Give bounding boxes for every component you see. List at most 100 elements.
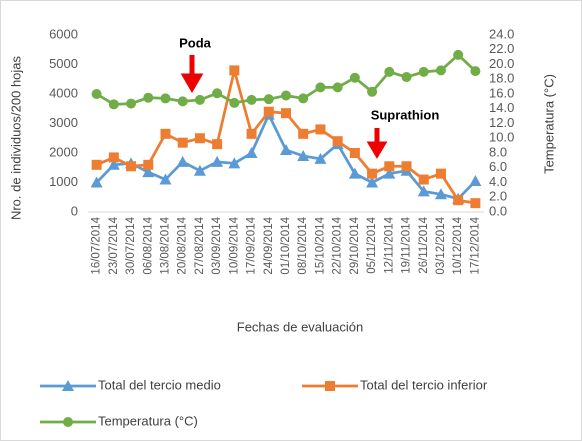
y2-tick-label: 2.0: [489, 189, 507, 204]
point: [177, 137, 188, 148]
point: [90, 176, 103, 188]
x-tick-label: 29/10/2014: [349, 216, 361, 274]
x-tick-label: 30/07/2014: [125, 216, 137, 274]
x-tick-label: 08/10/2014: [297, 216, 309, 274]
point: [383, 167, 396, 179]
y2-tick-label: 10.0: [489, 130, 514, 145]
point: [367, 86, 378, 97]
y-tick-label: 5000: [49, 56, 78, 71]
x-tick-label: 05/11/2014: [366, 216, 378, 273]
annotation-arrow: [366, 128, 388, 159]
point: [348, 167, 361, 179]
point: [142, 166, 155, 178]
y-axis-title: Nro. de individuos/200 hojas: [8, 55, 23, 220]
point: [349, 148, 360, 158]
y2-tick-label: 20.0: [489, 56, 514, 71]
point: [160, 128, 171, 139]
point: [91, 89, 102, 99]
point: [177, 96, 188, 107]
point: [315, 82, 326, 93]
point: [469, 175, 482, 187]
point: [212, 139, 223, 150]
y2-tick-label: 8.0: [489, 144, 507, 159]
y-tick-label: 3000: [49, 115, 78, 130]
point: [108, 152, 119, 163]
x-tick-label: 15/10/2014: [314, 216, 326, 274]
y2-tick-label: 12.0: [489, 115, 514, 130]
point: [281, 108, 291, 119]
y2-tick-label: 6.0: [489, 159, 507, 174]
point: [384, 66, 395, 77]
y2-tick-label: 0.0: [489, 203, 507, 218]
y2-tick-label: 4.0: [489, 174, 507, 189]
point: [366, 176, 379, 188]
x-tick-label: 24/09/2014: [263, 216, 275, 274]
x-tick-label: 17/12/2014: [469, 216, 481, 274]
point: [367, 168, 378, 179]
point: [245, 147, 258, 158]
point: [212, 88, 223, 99]
x-tick-label: 10/12/2014: [452, 216, 464, 274]
point: [228, 157, 241, 169]
y2-tick-label: 22.0: [489, 41, 514, 56]
point: [453, 49, 464, 60]
y2-axis-title: Temperatura (°C): [541, 74, 556, 174]
y2-tick-label: 16.0: [489, 85, 514, 100]
point: [143, 159, 154, 170]
x-tick-label: 12/11/2014: [383, 216, 395, 273]
point: [126, 98, 137, 109]
y-tick-label: 1000: [49, 174, 78, 189]
x-tick-label: 03/09/2014: [211, 216, 223, 274]
point: [63, 417, 73, 427]
point: [434, 188, 447, 200]
point: [418, 66, 429, 77]
x-tick-label: 03/12/2014: [435, 216, 447, 274]
point: [280, 144, 292, 156]
legend-label: Temperatura (°C): [98, 413, 198, 428]
x-tick-label: 20/08/2014: [177, 216, 189, 274]
point: [160, 93, 171, 104]
point: [401, 72, 412, 83]
point: [107, 158, 120, 170]
point: [297, 149, 310, 161]
point: [314, 152, 327, 164]
point: [470, 198, 481, 209]
point: [193, 164, 206, 176]
y2-tick-label: 18.0: [489, 71, 514, 86]
point: [194, 94, 205, 105]
annotation: Suprathion: [371, 107, 440, 122]
point: [263, 94, 274, 105]
x-tick-label: 13/08/2014: [160, 216, 172, 274]
point: [281, 90, 291, 101]
point: [325, 381, 335, 391]
point: [91, 159, 102, 170]
point: [315, 124, 326, 135]
x-tick-label: 16/07/2014: [91, 216, 103, 274]
legend-label: Total del tercio medio: [98, 377, 221, 392]
point: [470, 66, 481, 77]
y-tick-label: 0: [71, 203, 78, 218]
point: [229, 97, 240, 108]
x-tick-label: 23/07/2014: [108, 216, 120, 274]
point: [246, 128, 257, 139]
point: [176, 155, 189, 167]
point: [126, 161, 137, 172]
point: [229, 65, 240, 76]
point: [298, 93, 309, 104]
point: [332, 82, 343, 93]
point: [298, 128, 309, 139]
point: [211, 155, 224, 167]
x-tick-label: 27/08/2014: [194, 216, 206, 274]
x-tick-label: 22/10/2014: [332, 216, 344, 274]
annotation-arrow: [180, 55, 204, 93]
point: [246, 94, 257, 105]
x-tick-label: 10/09/2014: [228, 216, 240, 274]
y2-tick-label: 14.0: [489, 100, 514, 115]
x-tick-label: 01/10/2014: [280, 216, 292, 274]
annotation: Poda: [179, 35, 212, 50]
point: [194, 133, 205, 144]
x-axis-title: Fechas de evaluación: [237, 319, 363, 334]
point: [143, 92, 154, 103]
